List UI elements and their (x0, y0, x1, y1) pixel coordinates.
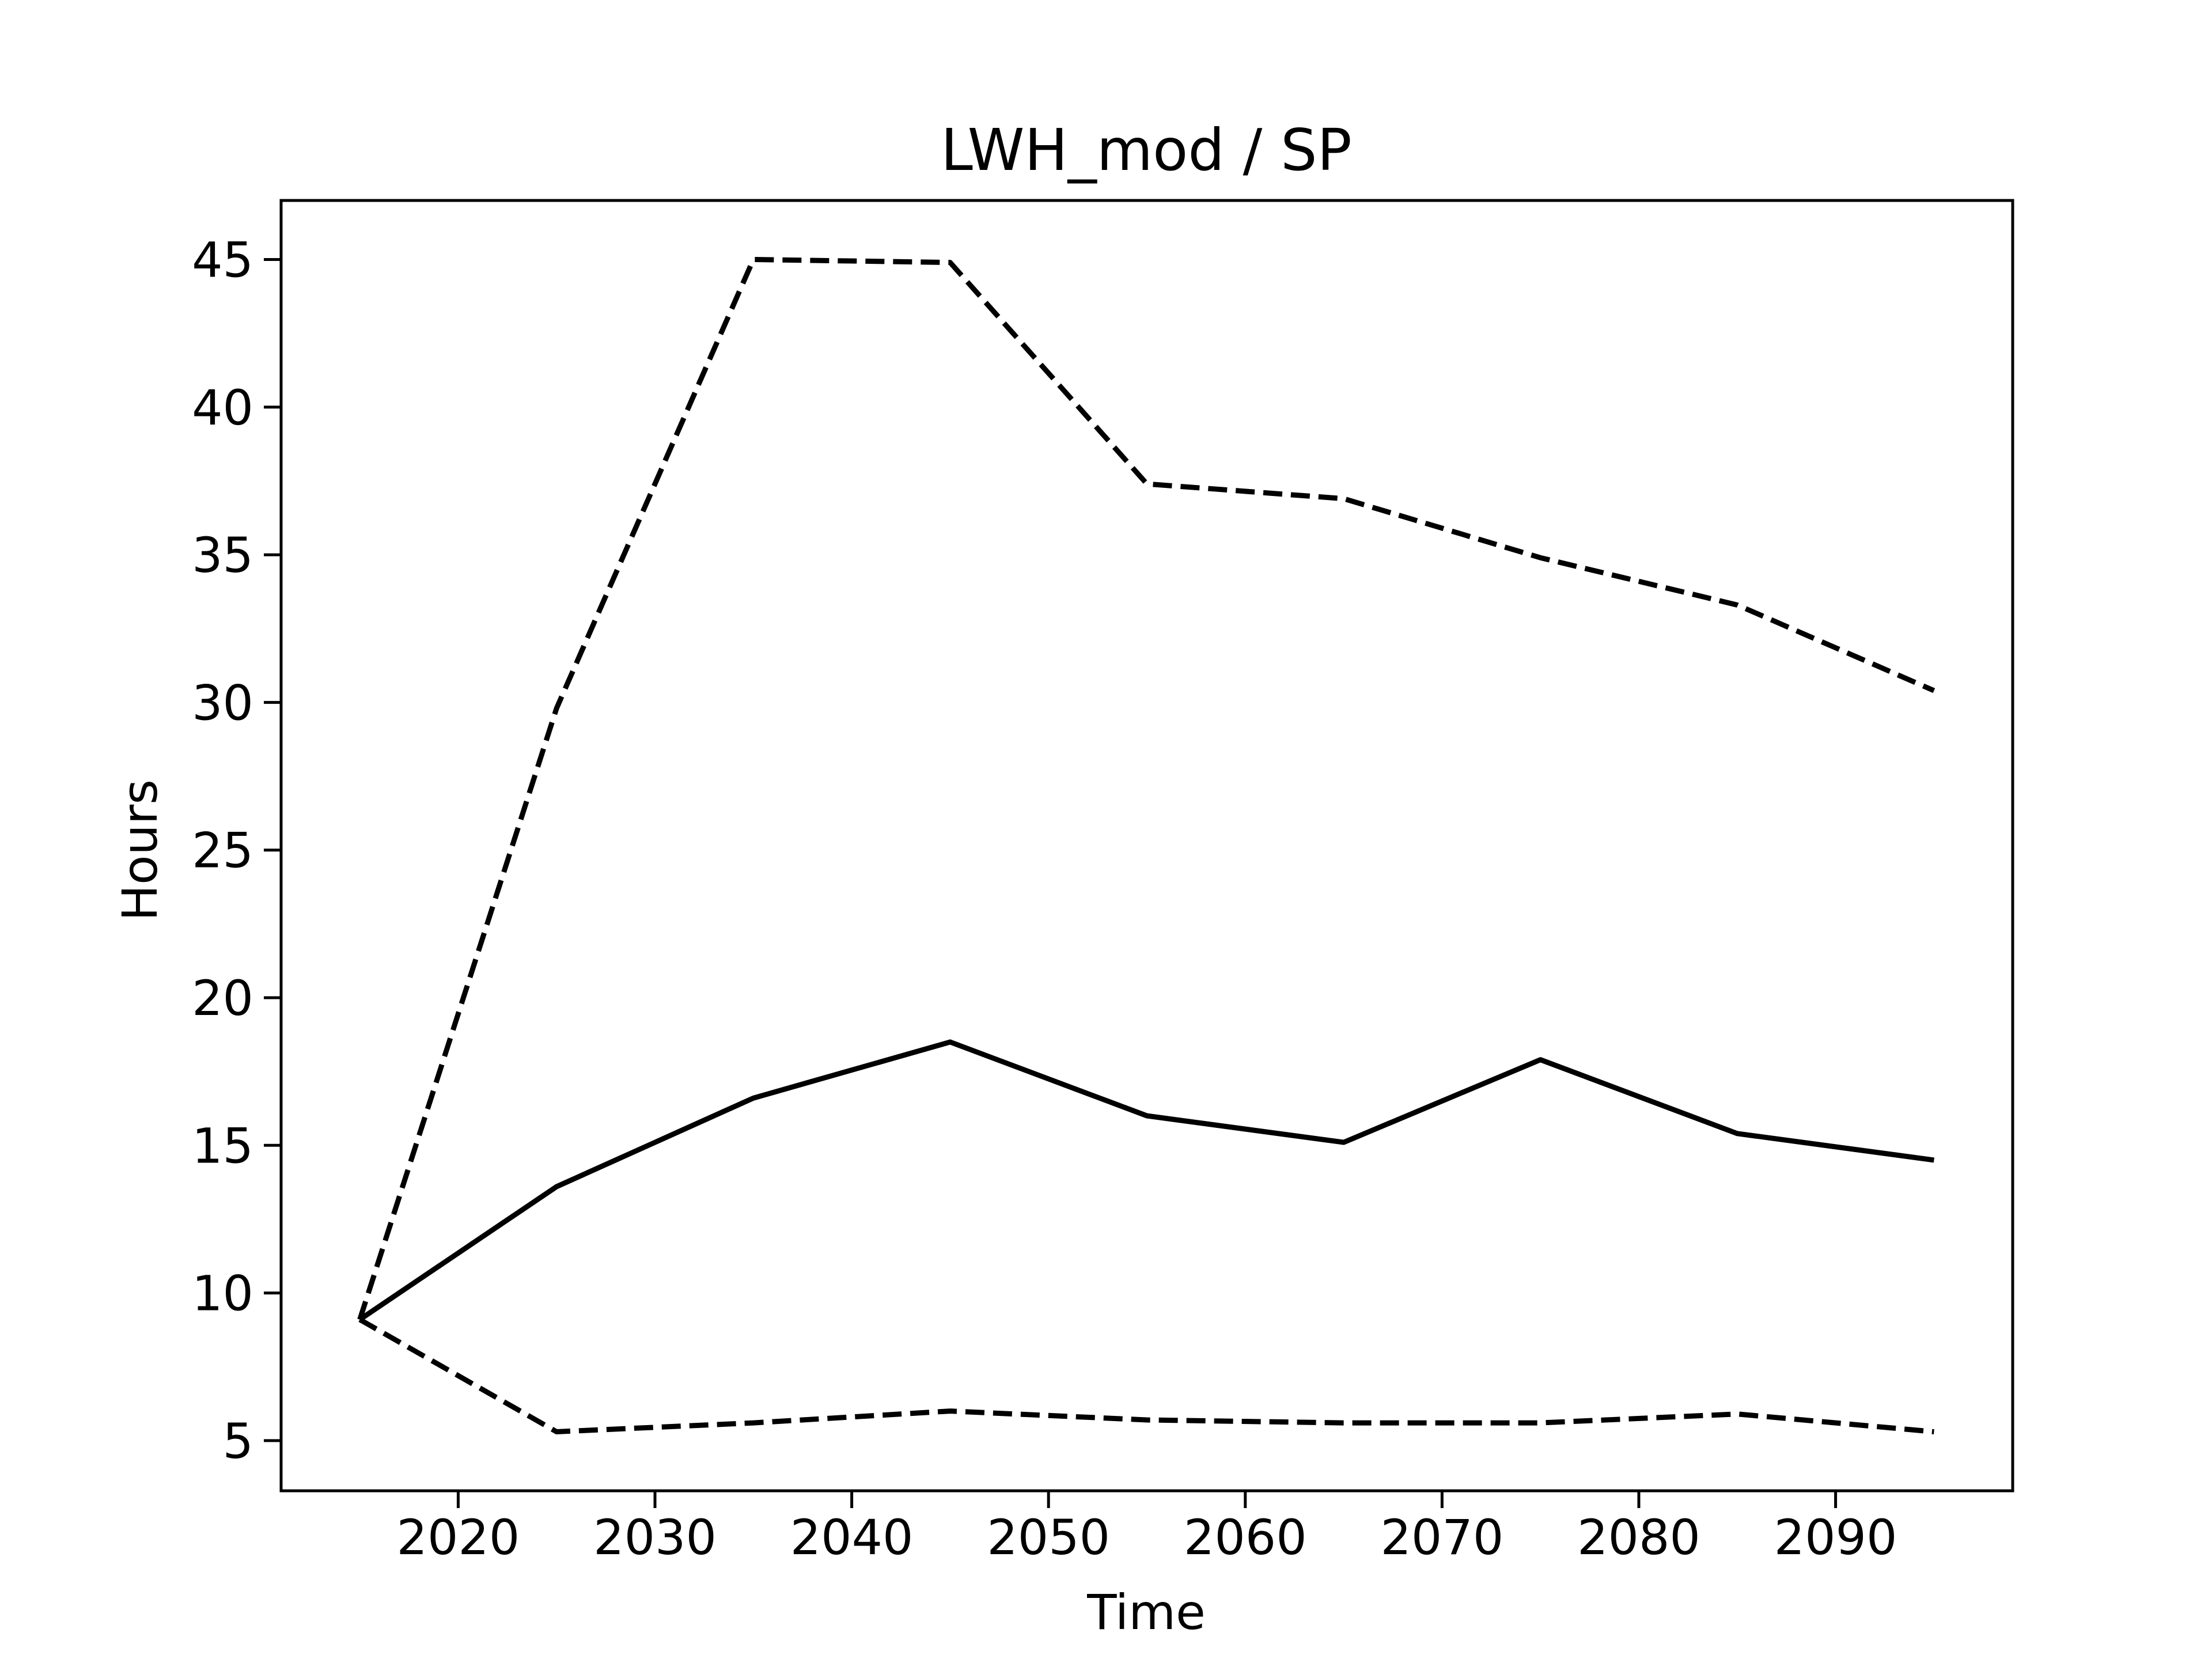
y-tick-label-30: 30 (192, 675, 253, 731)
y-tick-label-40: 40 (192, 380, 253, 436)
dashed-series-line-2 (358, 1317, 1934, 1434)
y-tick-label-35: 35 (192, 527, 253, 584)
x-tick-label-2060: 2060 (1184, 1509, 1307, 1566)
solid-series-line-0 (358, 1039, 1935, 1322)
y-tick-label-10: 10 (192, 1266, 253, 1322)
x-axis-ticks: 2020 2030 2040 2050 2060 2070 2080 2090 (397, 1491, 1897, 1566)
x-tick-label-2020: 2020 (397, 1509, 520, 1566)
y-tick-label-15: 15 (192, 1118, 253, 1174)
series-layer (357, 257, 1936, 1434)
plot-frame (279, 199, 2014, 1493)
y-axis-label: Hours (112, 779, 168, 921)
x-tick-label-2080: 2080 (1577, 1509, 1700, 1566)
x-tick-label-2040: 2040 (790, 1509, 914, 1566)
chart-title: LWH_mod / SP (941, 116, 1352, 184)
y-tick-label-20: 20 (192, 970, 253, 1027)
x-tick-label-2070: 2070 (1380, 1509, 1503, 1566)
y-tick-label-25: 25 (192, 823, 253, 879)
x-axis-label: Time (1086, 1584, 1206, 1641)
x-tick-label-2050: 2050 (987, 1509, 1110, 1566)
dashed-series-line-1 (357, 257, 1936, 1321)
y-tick-label-5: 5 (223, 1413, 253, 1469)
y-tick-label-45: 45 (192, 232, 253, 289)
y-axis-ticks: 5 10 15 20 25 30 35 40 45 (192, 232, 281, 1469)
x-tick-label-2030: 2030 (593, 1509, 717, 1566)
x-tick-label-2090: 2090 (1774, 1509, 1897, 1566)
